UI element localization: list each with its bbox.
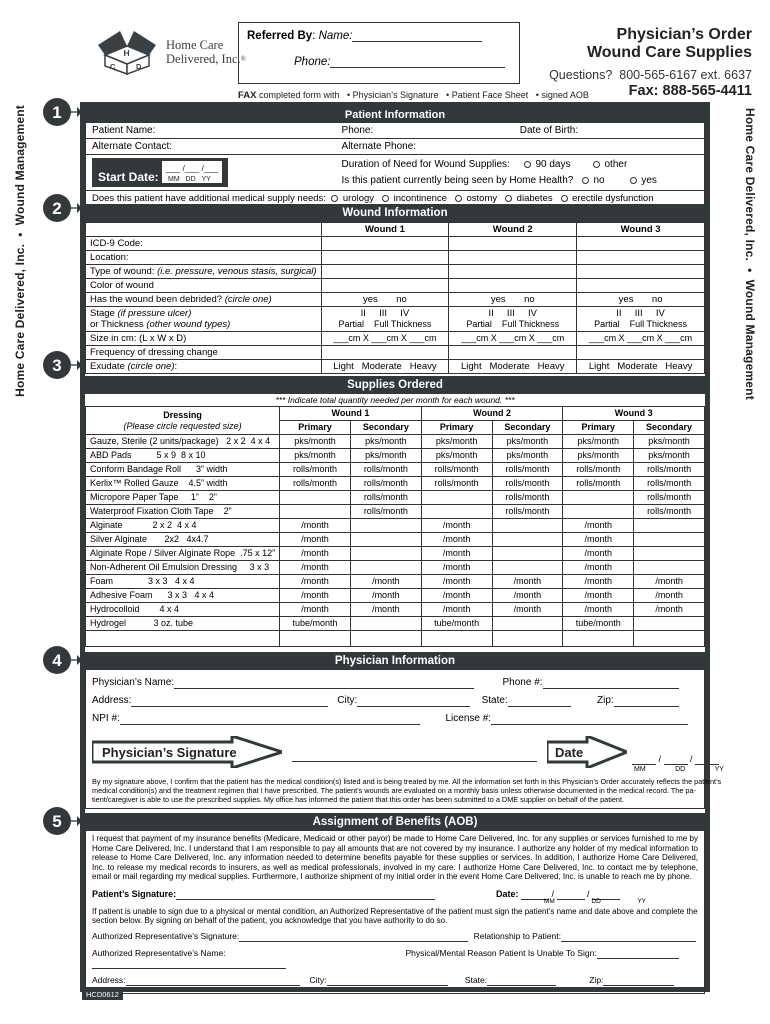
- svg-text:1: 1: [52, 103, 61, 122]
- svg-text:2: 2: [52, 199, 61, 218]
- svg-text:3: 3: [52, 356, 61, 375]
- svg-text:Date: Date: [555, 745, 583, 760]
- svg-text:4: 4: [52, 651, 62, 670]
- svg-text:Physician’s Signature: Physician’s Signature: [102, 745, 237, 760]
- svg-text:5: 5: [52, 812, 61, 831]
- svg-text:D: D: [136, 62, 142, 71]
- svg-text:H: H: [124, 48, 130, 58]
- svg-text:C: C: [110, 62, 116, 71]
